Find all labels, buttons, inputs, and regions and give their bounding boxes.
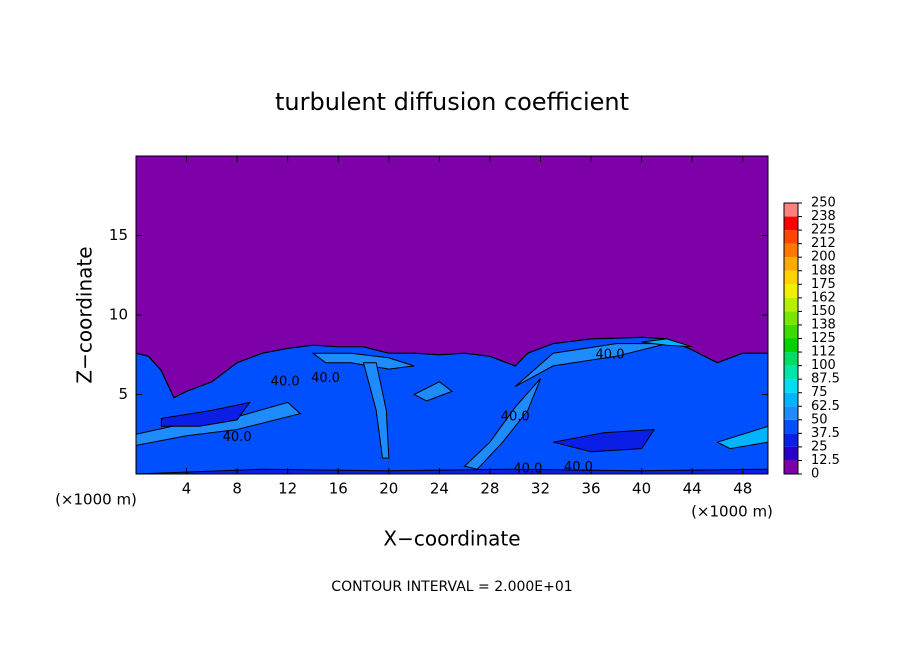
field-region: [136, 468, 768, 474]
colorbar-band: [784, 230, 798, 244]
x-tick-label: 20: [379, 480, 398, 498]
colorbar-tick-label: 25: [811, 439, 828, 454]
colorbar-tick-label: 162: [811, 290, 836, 305]
x-tick-label: 28: [480, 480, 499, 498]
colorbar-tick-label: 138: [811, 317, 836, 332]
colorbar-tick-label: 225: [811, 223, 836, 238]
colorbar-band: [784, 406, 798, 420]
colorbar-band: [784, 270, 798, 285]
axis-unit: (×1000 m): [55, 491, 137, 509]
colorbar-tick-label: 112: [811, 345, 836, 360]
colorbar-tick-label: 12.5: [811, 453, 840, 468]
colorbar-band: [784, 284, 798, 298]
contour-label: 40.0: [271, 374, 300, 389]
x-tick-label: 32: [531, 480, 550, 498]
field: [136, 156, 768, 474]
colorbar-band: [784, 216, 798, 231]
x-tick-label: 48: [733, 480, 752, 498]
y-axis-label: Z−coordinate: [73, 246, 97, 383]
field-region: [311, 352, 415, 370]
colorbar-band: [784, 352, 798, 366]
colorbar-band: [784, 203, 798, 217]
colorbar-tick-label: 87.5: [811, 372, 840, 387]
chart-title: turbulent diffusion coefficient: [275, 88, 629, 116]
colorbar-band: [784, 338, 798, 353]
colorbar-band: [784, 243, 798, 258]
colorbar-band: [784, 379, 798, 393]
colorbar-band: [784, 460, 798, 474]
contour-label: 40.0: [596, 347, 625, 362]
colorbar-band: [784, 297, 798, 312]
colorbar-tick-label: 238: [811, 209, 836, 224]
x-tick-label: 16: [329, 480, 348, 498]
x-tick-label: 4: [182, 480, 192, 498]
colorbar-band: [784, 365, 798, 380]
contour-label: 40.0: [501, 409, 530, 424]
x-tick-label: 8: [232, 480, 242, 498]
x-tick-label: 24: [430, 480, 449, 498]
colorbar-tick-label: 37.5: [811, 426, 840, 441]
colorbar-tick-label: 75: [811, 385, 828, 400]
x-tick-label: 44: [683, 480, 702, 498]
colorbar-tick-label: 125: [811, 331, 836, 346]
colorbar-band: [784, 257, 798, 271]
colorbar-band: [784, 446, 798, 461]
colorbar-tick-label: 150: [811, 304, 836, 319]
axis-unit: (×1000 m): [691, 503, 773, 521]
colorbar-tick-label: 175: [811, 277, 836, 292]
colorbar-tick-label: 100: [811, 358, 836, 373]
colorbar-tick-label: 212: [811, 236, 836, 251]
x-axis-label: X−coordinate: [383, 527, 520, 551]
contour-label: 40.0: [513, 462, 542, 477]
x-tick-label: 12: [278, 480, 297, 498]
colorbar-tick-label: 200: [811, 250, 836, 265]
x-tick-label: 36: [581, 480, 600, 498]
y-tick-label: 10: [109, 306, 128, 324]
colorbar-band: [784, 433, 798, 447]
colorbar-tick-label: 62.5: [811, 399, 840, 414]
colorbar-band: [784, 392, 798, 407]
colorbar-tick-label: 50: [811, 412, 828, 427]
colorbar-tick-label: 0: [811, 467, 819, 482]
field-region: [412, 381, 454, 402]
field-region: [641, 338, 693, 348]
colorbar-band: [784, 419, 798, 434]
field-region: [463, 378, 541, 470]
colorbar-band: [784, 311, 798, 325]
y-tick-label: 5: [118, 385, 128, 403]
colorbar-band: [784, 324, 798, 339]
field-region: [716, 425, 768, 450]
colorbar-tick-label: 188: [811, 263, 836, 278]
contour-interval-note: CONTOUR INTERVAL = 2.000E+01: [331, 579, 572, 595]
field-region: [160, 401, 251, 427]
field-region: [552, 428, 656, 453]
contour-label: 40.0: [223, 430, 252, 445]
contour-label: 40.0: [311, 371, 340, 386]
colorbar-tick-label: 250: [811, 196, 836, 211]
contour-label: 40.0: [564, 460, 593, 475]
y-tick-label: 15: [109, 226, 128, 244]
x-tick-label: 40: [632, 480, 651, 498]
field-region: [362, 362, 390, 459]
